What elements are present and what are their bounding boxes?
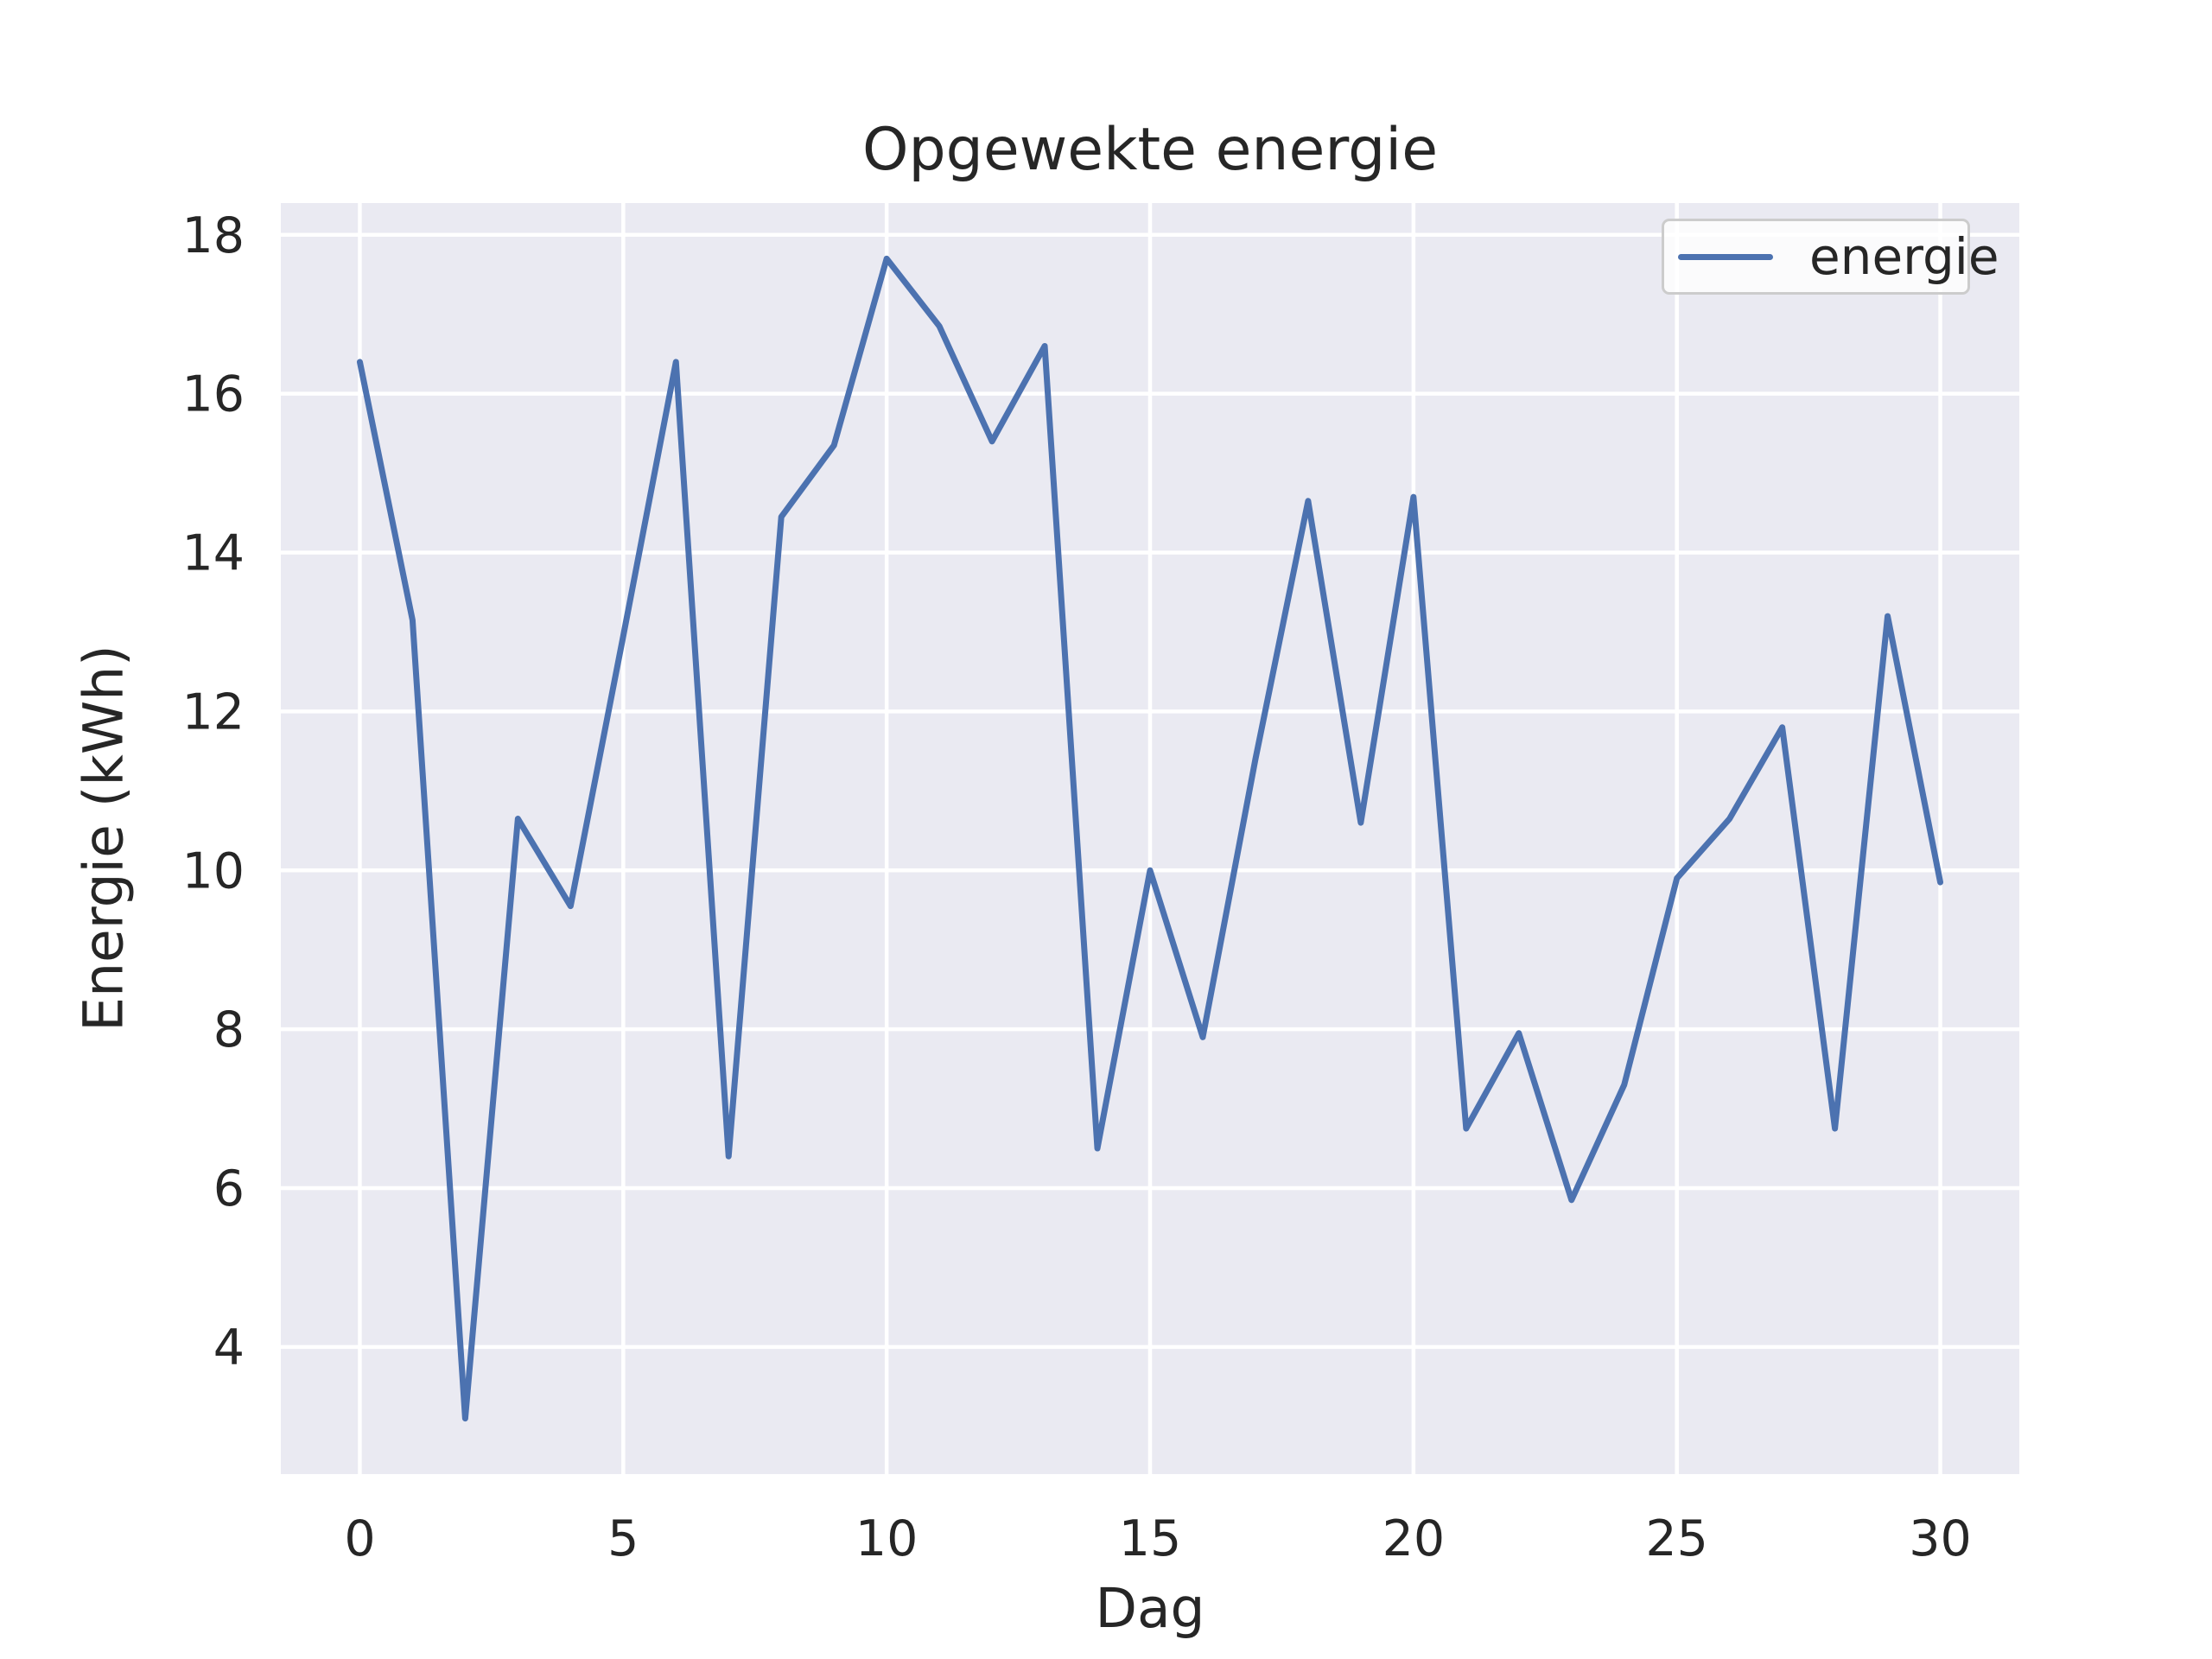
x-tick-label: 15 bbox=[1119, 1510, 1182, 1567]
y-tick-label: 6 bbox=[213, 1160, 245, 1217]
energie-line-series bbox=[356, 255, 1944, 1422]
y-tick-label: 14 bbox=[181, 525, 245, 582]
y-tick-label: 18 bbox=[181, 207, 245, 264]
legend: energie bbox=[1662, 219, 1999, 295]
x-axis-label: Dag bbox=[1095, 1577, 1205, 1640]
chart-title: Opgewekte energie bbox=[861, 116, 1439, 184]
legend-line-swatch bbox=[1678, 253, 1773, 260]
x-tick-label: 25 bbox=[1645, 1510, 1708, 1567]
y-axis-label: Energie (kWh) bbox=[72, 645, 136, 1032]
x-tick-label: 20 bbox=[1382, 1510, 1446, 1567]
y-tick-label: 10 bbox=[181, 842, 245, 899]
y-tick-label: 4 bbox=[213, 1319, 245, 1376]
y-tick-label: 8 bbox=[213, 1001, 245, 1058]
legend-label: energie bbox=[1809, 227, 1999, 286]
x-tick-label: 5 bbox=[607, 1510, 639, 1567]
y-tick-label: 16 bbox=[181, 366, 245, 423]
x-tick-label: 30 bbox=[1909, 1510, 1972, 1567]
x-tick-label: 10 bbox=[855, 1510, 918, 1567]
y-tick-label: 12 bbox=[181, 683, 245, 741]
x-tick-label: 0 bbox=[344, 1510, 375, 1567]
